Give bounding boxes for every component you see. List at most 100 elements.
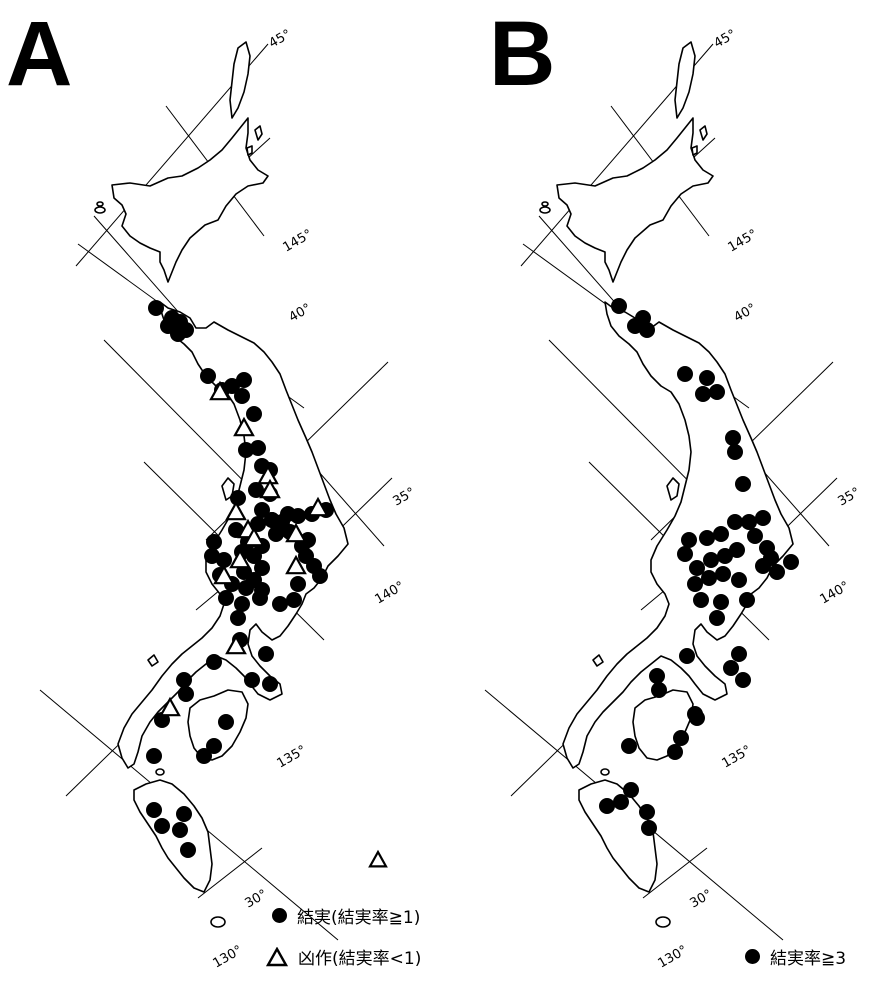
site-marker-circle [238,442,254,458]
hokkaido-coastline [111,117,269,283]
site-marker-circle [176,806,192,822]
site-marker-circle [715,566,731,582]
kuril2-coastline [246,145,253,156]
site-marker-triangle [307,496,329,517]
site-marker-triangle [285,522,307,543]
site-marker-triangle [259,478,281,499]
site-marker-circle [747,528,763,544]
site-marker-triangle [225,500,247,521]
site-marker-circle [254,502,270,518]
site-marker-circle [741,514,757,530]
site-marker-triangle [213,564,235,585]
degree-label: 135° [275,743,310,772]
site-marker-circle [599,798,615,814]
japan-map: 45° 40° 35° 30° 145° 140° 135° 130° [39,27,418,971]
islet [600,768,610,776]
kuril2-coastline [691,145,698,156]
site-marker-circle [667,744,683,760]
degree-label: 140° [818,579,853,608]
degree-label: 45° [267,27,294,52]
site-marker-circle [248,482,264,498]
site-marker-circle [689,560,705,576]
site-marker-circle [176,672,192,688]
site-marker-circle [262,676,278,692]
panel-b: B 45° 40° 35° 30° 145° 140° 135° 130° 結実率≧3 [445,0,890,982]
site-marker-circle [300,532,316,548]
site-marker-circle [783,554,799,570]
open-triangle-icon [266,946,288,966]
hokkaido-coastline [556,117,714,283]
site-marker-circle [154,818,170,834]
site-marker-circle [258,646,274,662]
site-marker-circle [641,820,657,836]
shikoku-coastline [187,689,249,761]
site-marker-circle [727,444,743,460]
kyushu-coastline [578,779,658,893]
site-marker-circle [713,594,729,610]
site-marker-circle [172,822,188,838]
site-marker-circle [164,310,180,326]
legend-label: 結実率≧3 [770,949,847,969]
site-marker-circle [236,372,252,388]
sado-coastline [666,477,680,501]
panel-a: A 45° 40° 35° 30° 145° 140° 135° 130° 結実(結実率≧1)… [6,3,422,971]
site-marker-circle [218,590,234,606]
site-marker-circle [200,368,216,384]
site-marker-circle [216,552,232,568]
panel-letter: A [6,3,72,105]
site-marker-triangle [233,416,255,437]
site-marker-circle [180,842,196,858]
degree-label: 40° [732,301,759,326]
shikoku-coastline [632,689,694,761]
site-marker-circle [148,300,164,316]
site-marker-circle [693,592,709,608]
japan-map: 45° 40° 35° 30° 145° 140° 135° 130° [484,27,863,971]
site-marker-circle [206,534,222,550]
site-marker-circle [254,582,270,598]
site-marker-circle [312,568,328,584]
sakhalin-coastline [674,41,696,119]
site-marker-triangle [229,548,251,569]
site-marker-circle [695,386,711,402]
site-marker-circle [763,550,779,566]
site-marker-circle [731,646,747,662]
graticule-line [197,847,263,899]
site-marker-circle [735,672,751,688]
legend-item-fruiting: 結実(結実率≧1) [272,903,420,928]
site-marker-circle [621,738,637,754]
site-marker-circle [218,714,234,730]
kuril1-coastline [254,125,263,141]
site-marker-circle [769,564,785,580]
site-marker-circle [703,552,719,568]
site-marker-circle [254,560,270,576]
site-marker-triangle [225,634,247,655]
map-body: 45° 40° 35° 30° 145° 140° 135° 130° [39,27,418,971]
site-marker-circle [206,654,222,670]
map-body: 45° 40° 35° 30° 145° 140° 135° 130° [484,27,863,971]
legend-label: 凶作(結実率<1) [298,949,422,969]
site-marker-circle [274,514,290,530]
site-marker-circle [246,406,262,422]
filled-circle-icon [745,949,760,964]
site-marker-circle [679,648,695,664]
site-marker-circle [230,490,246,506]
degree-label: 35° [836,485,863,510]
degree-label: 45° [712,27,739,52]
site-marker-circle [677,546,693,562]
degree-label: 145° [726,227,761,256]
islet [655,916,671,928]
islet [155,768,165,776]
sakhalin-coastline [229,41,251,119]
site-marker-circle [755,510,771,526]
site-marker-circle [735,476,751,492]
site-marker-circle [727,514,743,530]
honshu-coastline [562,301,794,769]
site-marker-circle [268,526,284,542]
oki-coastline [592,654,604,667]
site-marker-triangle [243,526,265,547]
kyushu-coastline [133,779,213,893]
islet [539,206,551,214]
site-marker-circle [234,388,250,404]
degree-label: 30° [688,887,715,912]
site-marker-circle [723,660,739,676]
